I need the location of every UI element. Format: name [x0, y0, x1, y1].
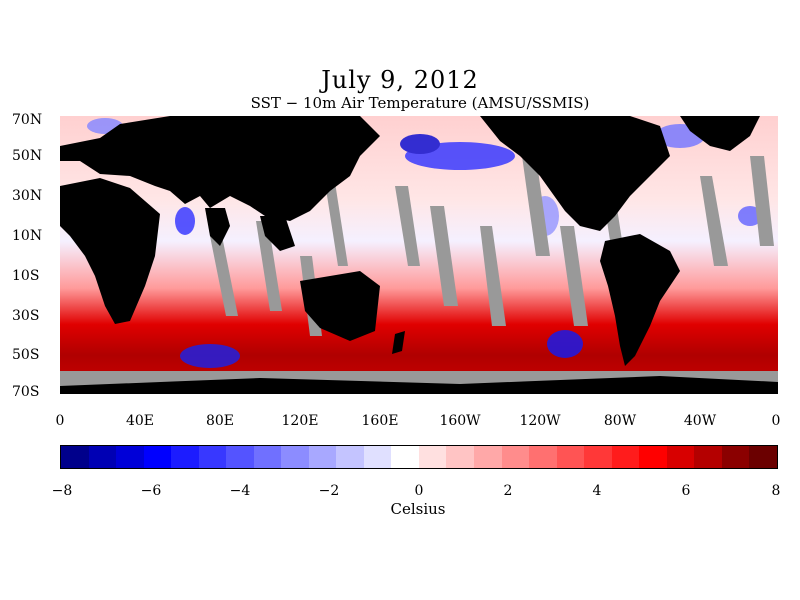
colorbar-cell: [171, 446, 199, 468]
colorbar-cell: [336, 446, 364, 468]
colorbar-label-6: 6: [681, 483, 691, 499]
lat-label-50n: 50N: [12, 148, 43, 164]
lon-label-160e: 160E: [361, 413, 399, 429]
lat-label-30n: 30N: [12, 188, 43, 204]
map-subtitle: SST − 10m Air Temperature (AMSU/SSMIS): [250, 94, 590, 112]
colorbar-cell: [363, 446, 392, 468]
colorbar-cell: [529, 446, 557, 468]
colorbar-cell: [611, 446, 640, 468]
colorbar-cell: [281, 446, 309, 468]
colorbar-label-4: 4: [592, 483, 602, 499]
colorbar-cell: [749, 446, 777, 468]
map-title: July 9, 2012: [321, 66, 479, 94]
lat-label-70n: 70N: [12, 112, 43, 128]
lat-label-50s: 50S: [12, 347, 40, 363]
lat-label-10s: 10S: [12, 268, 40, 284]
colorbar-cell: [694, 446, 722, 468]
colorbar-title: Celsius: [390, 500, 446, 518]
colorbar-cell: [116, 446, 144, 468]
colorbar-cell: [253, 446, 282, 468]
colorbar-label-0: 0: [414, 483, 424, 499]
lon-label-80e: 80E: [205, 413, 235, 429]
lon-label-0-east: 0: [771, 413, 781, 429]
colorbar-cell: [473, 446, 502, 468]
colorbar-cell: [418, 446, 447, 468]
lat-label-70s: 70S: [12, 384, 40, 400]
lon-label-40w: 40W: [683, 413, 717, 429]
colorbar-label-2: 2: [503, 483, 513, 499]
colorbar: [60, 445, 778, 469]
colorbar-cell: [308, 446, 337, 468]
colorbar-label-neg6: −6: [140, 483, 162, 499]
colorbar-cell: [226, 446, 254, 468]
land-masses: [60, 116, 778, 394]
lon-label-160w: 160W: [439, 413, 481, 429]
lon-label-120e: 120E: [281, 413, 319, 429]
colorbar-cell: [584, 446, 612, 468]
lat-label-10n: 10N: [12, 228, 43, 244]
lon-label-120w: 120W: [519, 413, 561, 429]
colorbar-cell: [666, 446, 695, 468]
colorbar-cell: [721, 446, 750, 468]
map-canvas: [60, 116, 778, 394]
colorbar-cell: [556, 446, 585, 468]
colorbar-cell: [61, 446, 89, 468]
sst-anomaly-map: [60, 116, 778, 394]
colorbar-cell: [501, 446, 530, 468]
colorbar-cell: [143, 446, 172, 468]
colorbar-label-neg4: −4: [229, 483, 251, 499]
lon-label-0: 0: [55, 413, 65, 429]
colorbar-label-neg8: −8: [51, 483, 73, 499]
colorbar-cell: [639, 446, 667, 468]
colorbar-label-8: 8: [771, 483, 781, 499]
lat-label-30s: 30S: [12, 308, 40, 324]
colorbar-cell: [88, 446, 117, 468]
colorbar-cell: [391, 446, 419, 468]
lon-label-80w: 80W: [603, 413, 637, 429]
colorbar-cell: [446, 446, 474, 468]
colorbar-label-neg2: −2: [318, 483, 340, 499]
colorbar-cell: [198, 446, 227, 468]
lon-label-40e: 40E: [125, 413, 155, 429]
